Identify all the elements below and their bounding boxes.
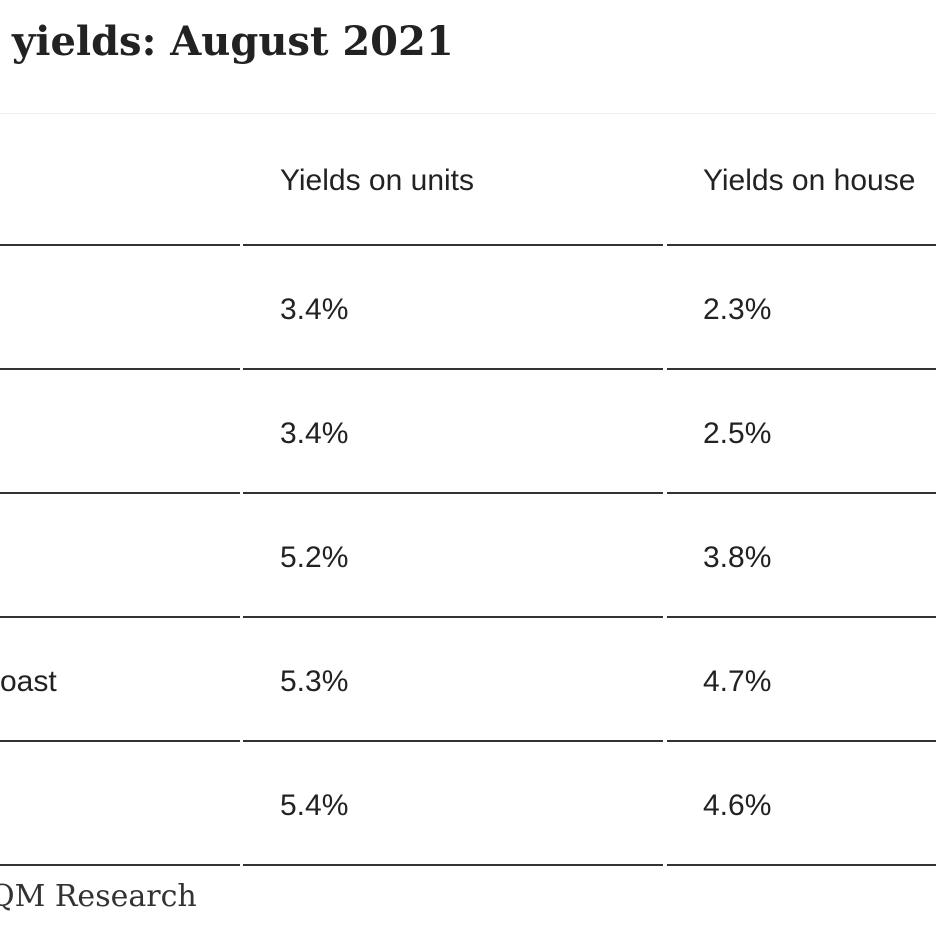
row-border [0, 244, 240, 246]
column-header: Yields on house [703, 164, 916, 197]
source: QM Research [0, 879, 197, 914]
cell: 2.5% [703, 417, 772, 450]
row-border [243, 616, 663, 618]
cell: 5.2% [280, 541, 349, 574]
row-border [667, 244, 936, 246]
row-border [0, 864, 240, 866]
row-border [0, 740, 240, 742]
cell: 4.7% [703, 665, 772, 698]
row-border [0, 492, 240, 494]
row-border [0, 368, 240, 370]
row-border [667, 740, 936, 742]
row-border [243, 864, 663, 866]
title: yields: August 2021 [12, 18, 454, 65]
row-border [243, 492, 663, 494]
cell: 3.8% [703, 541, 772, 574]
cell: 3.4% [280, 417, 349, 450]
cell: 5.3% [280, 665, 349, 698]
row-border [667, 492, 936, 494]
row-border [0, 616, 240, 618]
row-border [667, 864, 936, 866]
row-border [667, 616, 936, 618]
column-header: Yields on units [280, 164, 475, 197]
row-label: oast [0, 665, 57, 698]
row-border [243, 740, 663, 742]
row-border [667, 368, 936, 370]
cell: 4.6% [703, 789, 772, 822]
cell: 2.3% [703, 293, 772, 326]
row-border [243, 368, 663, 370]
divider [0, 113, 936, 114]
cell: 3.4% [280, 293, 349, 326]
cell: 5.4% [280, 789, 349, 822]
row-border [243, 244, 663, 246]
